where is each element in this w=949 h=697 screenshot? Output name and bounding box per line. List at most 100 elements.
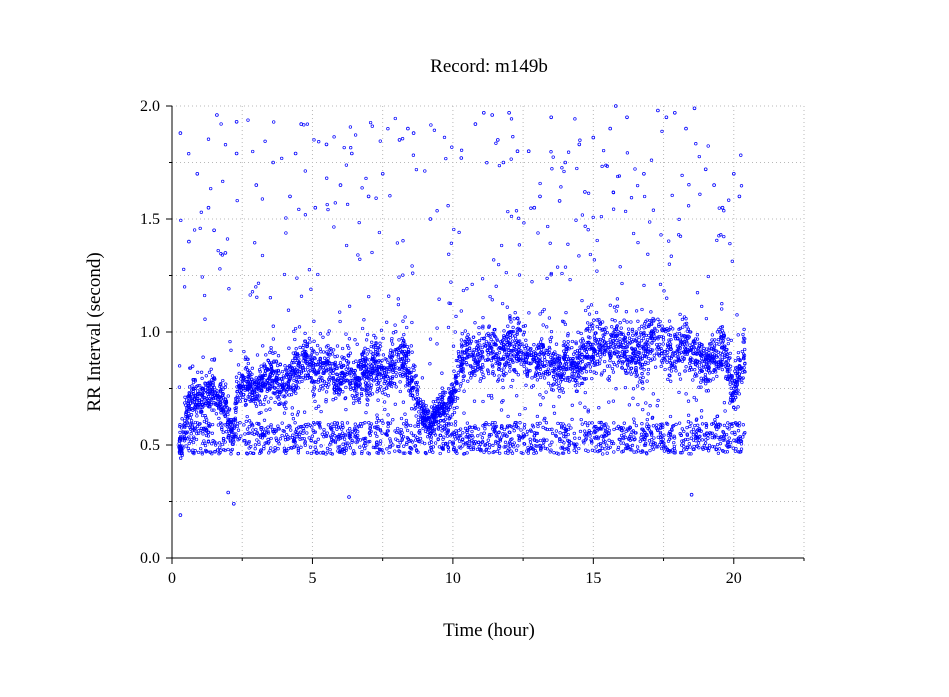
scatter-point — [476, 352, 480, 356]
scatter-point — [612, 351, 617, 355]
scatter-point — [313, 399, 317, 404]
scatter-point — [287, 423, 291, 428]
scatter-point — [671, 448, 675, 452]
scatter-point — [732, 390, 737, 394]
scatter-point — [242, 349, 246, 354]
scatter-point — [234, 401, 238, 406]
scatter-point — [550, 359, 554, 364]
scatter-point — [639, 339, 644, 343]
scatter-point — [700, 422, 705, 426]
scatter-point — [736, 333, 740, 337]
scatter-point — [255, 391, 259, 396]
scatter-point — [613, 337, 617, 341]
scatter-point — [497, 444, 501, 448]
scatter-point — [506, 443, 510, 447]
scatter-point — [409, 375, 414, 379]
scatter-point — [196, 392, 200, 396]
scatter-point — [223, 385, 227, 389]
scatter-point — [413, 444, 418, 448]
scatter-point — [490, 351, 494, 355]
scatter-point — [199, 409, 203, 413]
scatter-point — [250, 377, 254, 382]
scatter-point — [325, 360, 330, 364]
scatter-point — [291, 383, 295, 387]
scatter-point — [612, 450, 616, 454]
scatter-point — [528, 440, 533, 444]
scatter-point — [704, 389, 709, 393]
scatter-point — [728, 391, 733, 395]
scatter-point — [552, 451, 556, 455]
scatter-point — [217, 452, 221, 456]
scatter-point — [726, 421, 730, 425]
scatter-point — [615, 304, 620, 308]
scatter-point — [391, 370, 395, 374]
scatter-point — [686, 413, 691, 417]
scatter-point — [196, 394, 200, 399]
scatter-point — [567, 423, 571, 427]
scatter-point — [482, 450, 486, 454]
scatter-point — [405, 373, 409, 377]
scatter-point — [694, 398, 699, 402]
scatter-point — [548, 347, 552, 351]
scatter-point — [337, 432, 342, 437]
scatter-point — [643, 354, 647, 358]
scatter-point — [491, 425, 495, 429]
scatter-point — [623, 350, 627, 354]
scatter-point — [554, 429, 559, 433]
scatter-point — [249, 421, 253, 425]
scatter-point — [257, 376, 261, 380]
scatter-point — [276, 424, 280, 428]
scatter-point — [673, 359, 677, 363]
scatter-point — [430, 414, 435, 418]
scatter-point — [586, 410, 590, 414]
scatter-point — [480, 369, 484, 374]
scatter-point — [390, 376, 395, 380]
scatter-point — [537, 371, 541, 376]
scatter-point — [463, 329, 467, 333]
scatter-point — [543, 446, 548, 451]
scatter-point — [693, 351, 697, 355]
scatter-point — [282, 411, 287, 415]
scatter-point — [622, 346, 626, 350]
scatter-point — [678, 326, 682, 331]
scatter-point — [305, 359, 309, 364]
scatter-point — [250, 391, 255, 395]
scatter-point — [680, 335, 684, 339]
scatter-point — [521, 358, 525, 363]
scatter-point — [558, 431, 562, 435]
scatter-point — [479, 366, 483, 370]
scatter-point — [266, 400, 271, 404]
scatter-point — [493, 426, 497, 430]
scatter-point — [630, 327, 635, 332]
scatter-point — [665, 360, 669, 364]
scatter-point — [743, 362, 747, 366]
scatter-point — [294, 387, 298, 391]
scatter-point — [428, 426, 433, 430]
scatter-point — [393, 402, 397, 406]
scatter-point — [669, 337, 673, 342]
scatter-point — [553, 367, 558, 372]
scatter-point — [606, 340, 610, 345]
scatter-point — [370, 371, 374, 375]
scatter-point — [297, 434, 301, 438]
scatter-point — [220, 427, 224, 431]
scatter-point — [462, 350, 467, 354]
scatter-point — [378, 341, 382, 345]
scatter-point — [594, 331, 598, 335]
scatter-point — [688, 343, 692, 347]
scatter-point — [667, 373, 671, 377]
scatter-point — [317, 388, 322, 392]
scatter-point — [503, 350, 507, 354]
scatter-point — [407, 371, 412, 375]
scatter-point — [184, 410, 189, 414]
scatter-point — [716, 360, 720, 364]
scatter-point — [333, 360, 337, 365]
scatter-point — [328, 443, 332, 447]
scatter-point — [335, 427, 339, 431]
scatter-point — [346, 441, 350, 445]
scatter-point — [715, 374, 719, 379]
scatter-point — [351, 452, 355, 456]
scatter-point — [360, 449, 364, 454]
scatter-point — [685, 425, 689, 430]
scatter-point — [510, 339, 515, 343]
